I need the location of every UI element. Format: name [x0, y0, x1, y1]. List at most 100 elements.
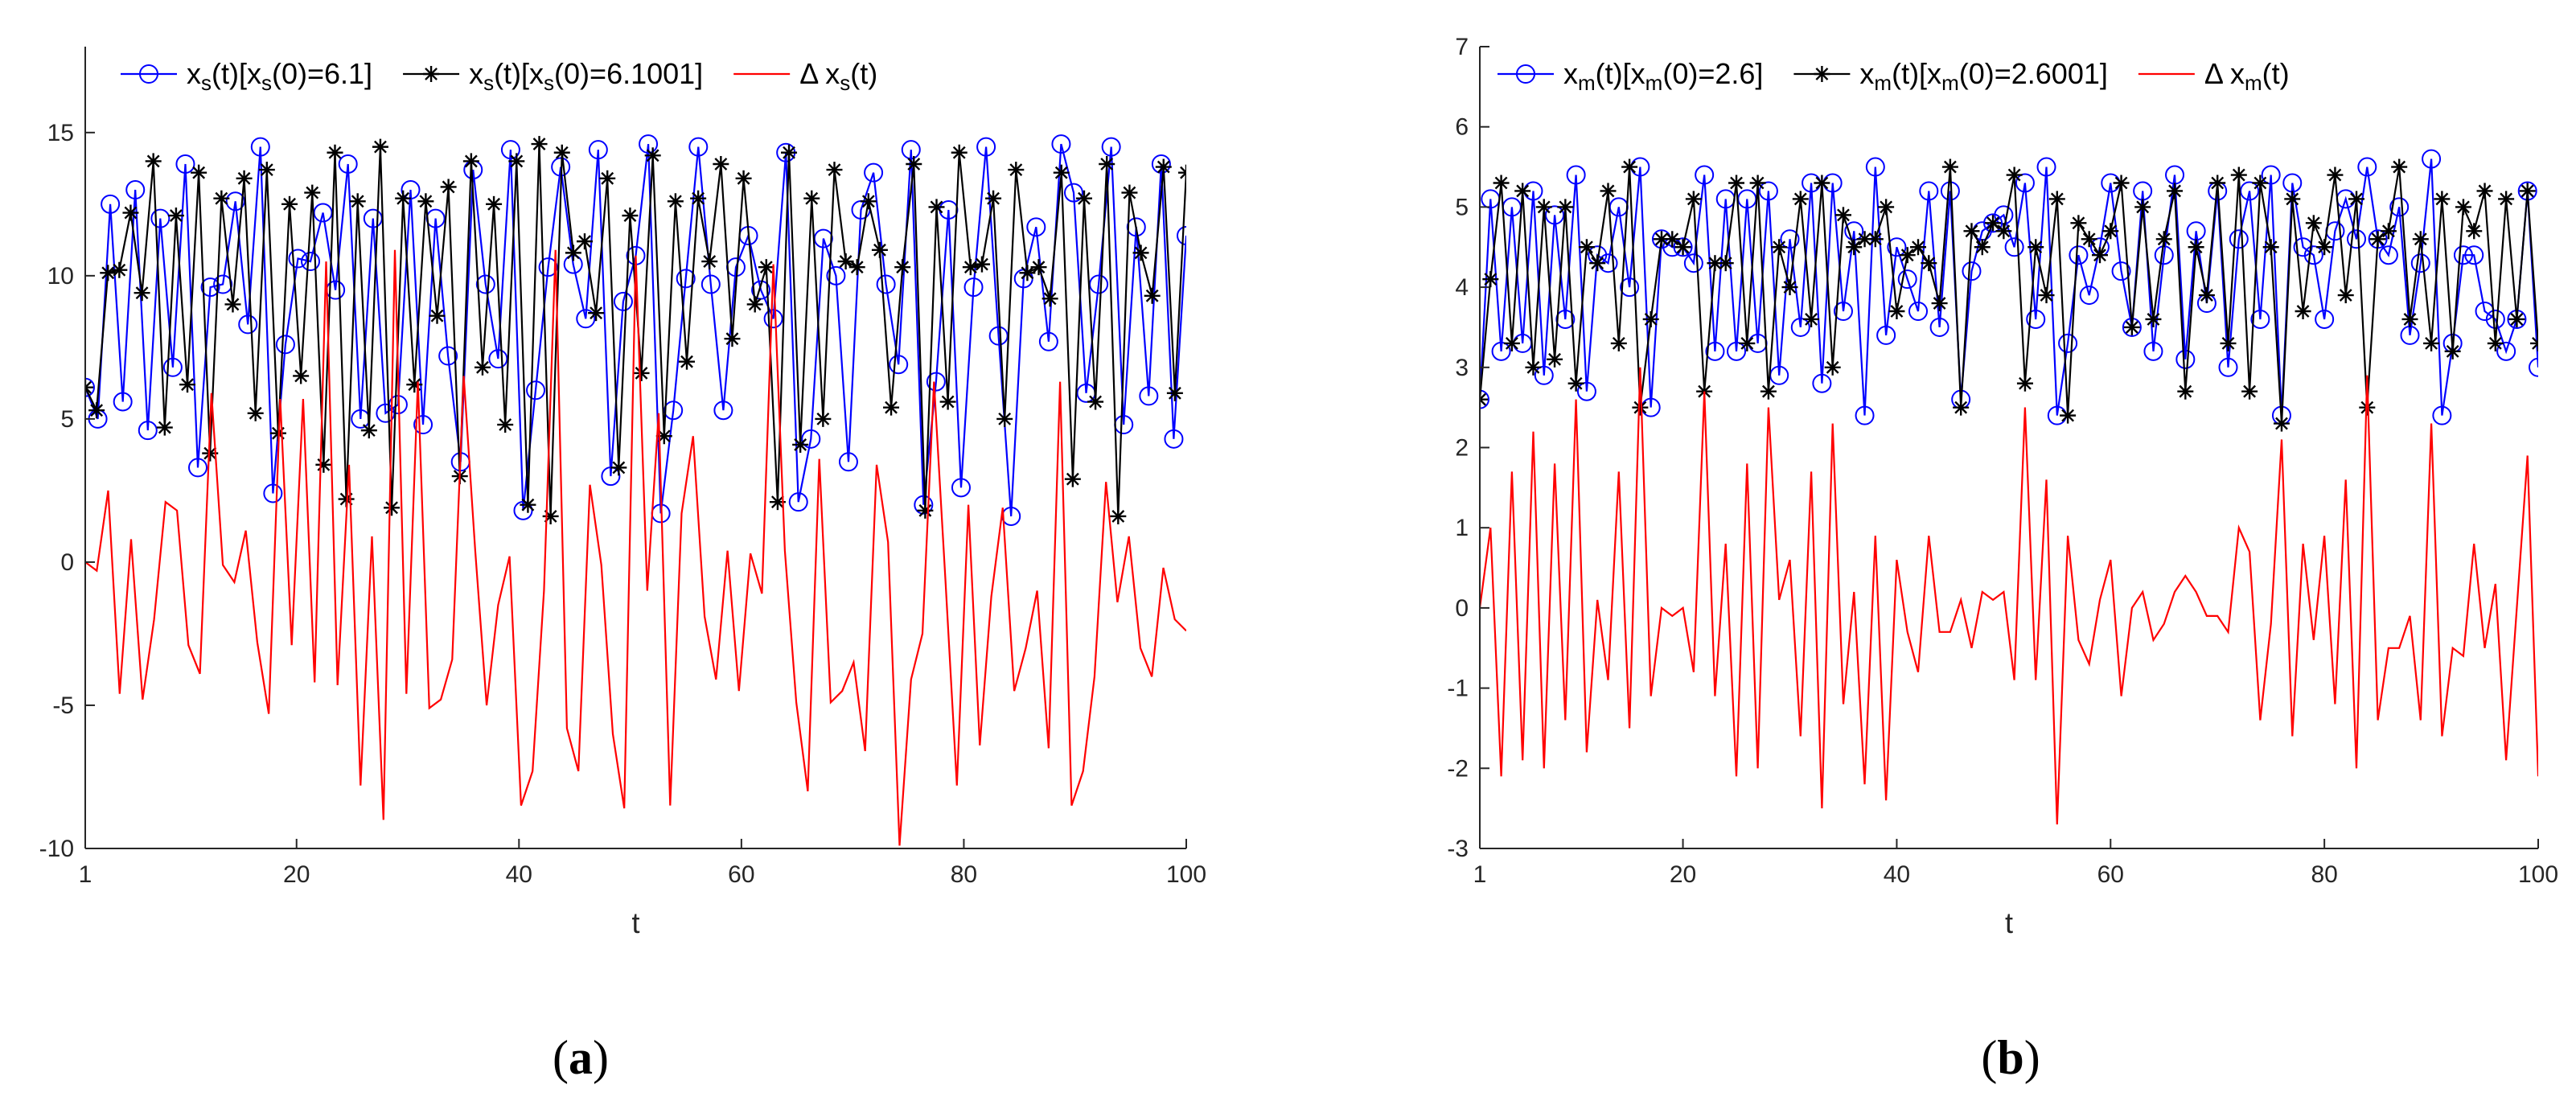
star-marker [565, 244, 581, 261]
star-marker [1178, 164, 1186, 181]
panel-label: (a) [553, 1031, 609, 1084]
star-marker [349, 193, 366, 210]
star-marker [440, 179, 457, 195]
star-marker [258, 162, 275, 179]
star-marker [1053, 164, 1070, 181]
star-stroke [1708, 257, 1722, 270]
circle-marker [1177, 226, 1186, 246]
star-stroke [1123, 186, 1136, 199]
star-marker [2188, 239, 2204, 256]
star-stroke [2093, 249, 2106, 262]
star-stroke [2286, 192, 2299, 206]
star-stroke [2147, 313, 2160, 326]
plot-area [1480, 149, 2538, 825]
panel-label-letter: b [1997, 1031, 2023, 1084]
star-marker [815, 410, 832, 427]
legend-star-marker [1814, 66, 1830, 82]
star-stroke [1676, 240, 1690, 254]
star-stroke [1740, 336, 1754, 350]
star-stroke [2510, 313, 2524, 326]
circle-marker [963, 277, 984, 298]
star-stroke [226, 298, 240, 311]
star-marker [2295, 303, 2311, 320]
circle-marker [2410, 253, 2430, 273]
star-marker [486, 195, 503, 212]
y-tick-label: 0 [1455, 595, 1469, 622]
circle-marker [1673, 237, 1693, 257]
star-stroke [1922, 257, 1936, 270]
circle-marker [876, 274, 896, 294]
star-stroke [952, 146, 966, 159]
star-marker [1019, 265, 1036, 281]
star-stroke [2029, 240, 2043, 254]
circle-marker [85, 377, 95, 397]
star-marker [2070, 215, 2087, 232]
circle-marker [2069, 245, 2089, 265]
star-marker [690, 190, 707, 207]
star-marker [1728, 175, 1745, 191]
star-stroke [237, 171, 251, 185]
star-marker [145, 153, 162, 170]
circle-marker [588, 140, 608, 160]
legend-star-marker [423, 66, 440, 82]
star-stroke [703, 255, 717, 268]
star-marker [1514, 183, 1531, 199]
circle-marker [526, 380, 546, 401]
x-tick-label: 40 [1884, 861, 1910, 888]
star-marker [508, 153, 525, 170]
circle-marker [2036, 157, 2056, 177]
circle-marker [1555, 309, 1576, 329]
star-marker [1121, 184, 1138, 201]
star-stroke [499, 418, 512, 431]
circle-marker [513, 500, 533, 520]
star-marker [667, 193, 684, 210]
star-marker [2466, 223, 2483, 240]
circle-marker [1126, 217, 1146, 237]
circle-marker [2315, 309, 2335, 329]
star-marker [497, 417, 514, 433]
legend-entry-2: Δ xs(t) [733, 57, 877, 95]
star-stroke [260, 163, 273, 177]
star-marker [2241, 383, 2258, 400]
y-tick-label: 6 [1455, 114, 1469, 141]
star-stroke [1168, 386, 1181, 400]
star-stroke [1145, 289, 1159, 302]
circle-marker [1480, 389, 1489, 409]
star-marker [406, 376, 423, 393]
circle-marker [2143, 341, 2163, 361]
star-marker [85, 379, 93, 396]
star-marker [917, 502, 934, 519]
star-stroke [1032, 261, 1046, 274]
star-marker [2177, 383, 2194, 400]
legend-subscript: m [1578, 71, 1596, 95]
circle-marker [2357, 157, 2377, 177]
star-stroke [487, 197, 501, 211]
star-stroke [158, 421, 171, 434]
panel-label-open: ( [1981, 1031, 1997, 1084]
circle-marker [1727, 341, 1747, 361]
star-marker [2348, 191, 2365, 207]
star-marker [1087, 393, 1104, 410]
star-stroke [2478, 184, 2492, 198]
y-tick-label: 1 [1455, 515, 1469, 541]
circle-marker [2464, 245, 2484, 265]
circle-marker [1101, 137, 1121, 157]
star-marker [2038, 287, 2055, 304]
star-stroke [2061, 409, 2075, 422]
star-marker [111, 261, 128, 278]
star-marker [360, 422, 377, 439]
star-marker [610, 459, 627, 476]
star-stroke [873, 243, 886, 257]
circle-marker [488, 349, 508, 369]
star-stroke [2211, 176, 2225, 190]
star-stroke [374, 140, 387, 154]
x-axis-title: t [2005, 906, 2013, 939]
star-marker [1781, 279, 1798, 296]
circle-marker [263, 483, 283, 503]
y-tick-label: 4 [1455, 274, 1469, 301]
star-marker [1931, 295, 1948, 312]
circle-marker [2261, 165, 2281, 185]
star-stroke [714, 158, 728, 170]
circle-marker [2378, 245, 2398, 265]
star-stroke [85, 386, 92, 394]
